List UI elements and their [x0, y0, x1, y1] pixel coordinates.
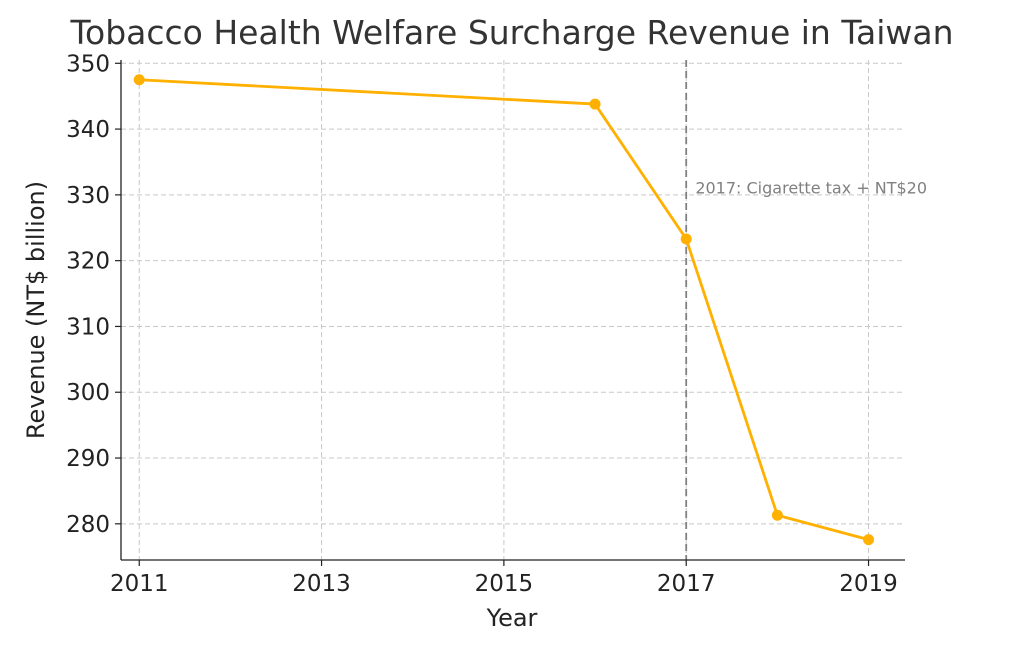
y-tick-label-350: 350 — [66, 51, 110, 77]
x-axis-ticks: 2011 2013 2015 2017 2019 — [110, 560, 898, 597]
series — [133, 74, 875, 546]
y-tick-label-330: 330 — [66, 183, 110, 209]
grid — [121, 60, 905, 560]
y-tick-label-280: 280 — [66, 512, 110, 538]
x-axis-label: Year — [486, 604, 538, 632]
chart-title: Tobacco Health Welfare Surcharge Revenue… — [69, 13, 953, 52]
y-axis-label: Revenue (NT$ billion) — [22, 181, 50, 439]
axes — [120, 60, 905, 561]
data-point-2017 — [680, 233, 692, 245]
data-point-2018 — [771, 509, 783, 521]
y-tick-label-300: 300 — [66, 380, 110, 406]
y-axis-ticks: 280 290 300 310 320 330 340 350 — [66, 51, 121, 538]
annotations: 2017: Cigarette tax + NT$20 — [695, 179, 927, 198]
annotation-text: 2017: Cigarette tax + NT$20 — [695, 179, 927, 198]
y-tick-label-310: 310 — [66, 314, 110, 340]
y-tick-label-290: 290 — [66, 446, 110, 472]
x-tick-label-2015: 2015 — [475, 571, 534, 597]
y-tick-label-320: 320 — [66, 249, 110, 275]
data-point-2016 — [589, 98, 601, 110]
y-tick-label-340: 340 — [66, 117, 110, 143]
data-point-2019 — [863, 534, 875, 546]
data-point-2011 — [133, 74, 145, 86]
x-tick-label-2013: 2013 — [292, 571, 351, 597]
x-tick-label-2011: 2011 — [110, 571, 169, 597]
x-tick-label-2017: 2017 — [657, 571, 716, 597]
x-tick-label-2019: 2019 — [839, 571, 898, 597]
